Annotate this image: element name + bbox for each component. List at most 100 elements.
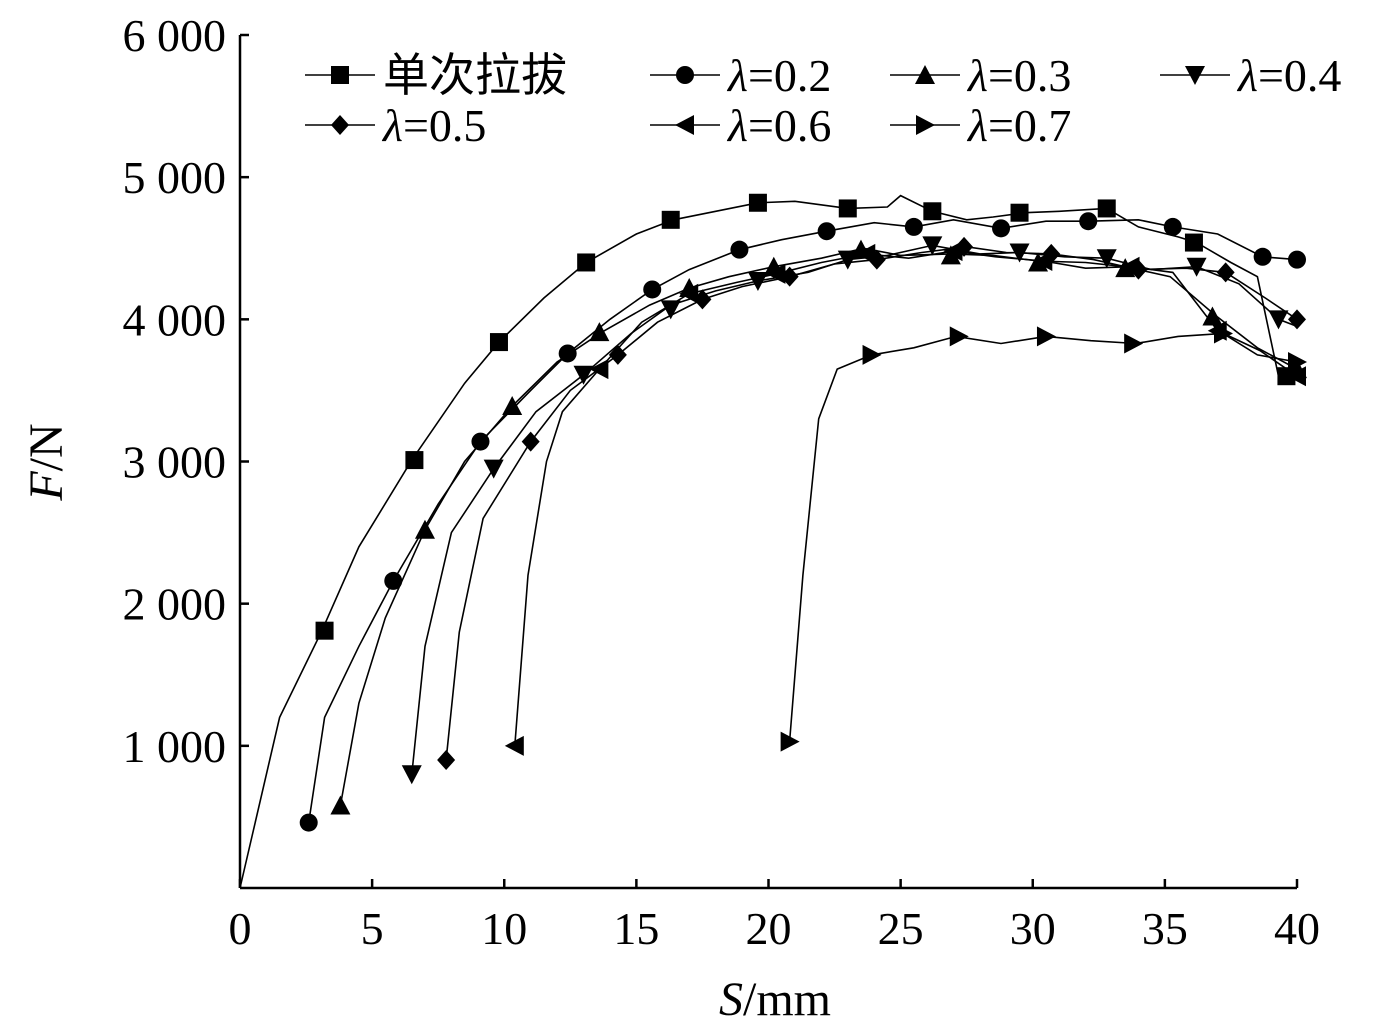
data-point-circle	[1163, 217, 1182, 236]
data-point-diamond	[1288, 309, 1306, 330]
legend-label: 单次拉拔	[383, 50, 567, 101]
data-point-triangle-down	[573, 365, 594, 385]
data-point-triangle-left	[1033, 251, 1053, 272]
x-tick-label: 15	[613, 903, 659, 954]
data-point-triangle-left	[943, 241, 963, 262]
data-point-square	[577, 253, 596, 272]
data-point-square	[923, 202, 942, 221]
series-4	[401, 236, 1298, 785]
series-5	[437, 236, 1306, 771]
series-6	[504, 241, 1306, 756]
y-tick-label: 3 000	[123, 437, 227, 488]
x-tick-label: 0	[229, 903, 252, 954]
data-point-triangle-right	[1124, 333, 1144, 354]
data-point-circle	[730, 240, 749, 259]
legend-item: λ=0.2	[650, 50, 831, 101]
legend-marker-triangle-right	[916, 115, 935, 135]
data-point-square	[748, 193, 767, 212]
legend-label: λ=0.6	[726, 100, 831, 151]
x-axis-title: S/mm	[719, 973, 831, 1026]
series-line	[788, 332, 1298, 742]
data-point-square	[661, 210, 680, 229]
legend-item: λ=0.7	[890, 100, 1071, 151]
data-point-triangle-up	[330, 795, 351, 815]
data-point-square	[489, 333, 508, 352]
data-point-circle	[384, 571, 403, 590]
data-point-triangle-down	[1096, 249, 1117, 269]
x-tick-label: 10	[481, 903, 527, 954]
data-point-circle	[299, 813, 318, 832]
y-tick-label: 4 000	[123, 294, 227, 345]
data-point-circle	[904, 217, 923, 236]
data-point-triangle-right	[780, 731, 800, 752]
series-line	[514, 250, 1298, 746]
data-point-triangle-down	[922, 236, 943, 256]
legend-item: 单次拉拔	[305, 50, 567, 101]
series-line	[445, 245, 1298, 761]
series-1	[239, 193, 1297, 889]
legend-label: λ=0.5	[381, 100, 486, 151]
y-tick-label: 5 000	[123, 152, 227, 203]
y-tick-label: 2 000	[123, 579, 227, 630]
legend-marker-triangle-up	[915, 65, 935, 84]
series-2	[299, 212, 1306, 832]
legend-item: λ=0.3	[890, 50, 1071, 101]
y-tick-label: 1 000	[123, 721, 227, 772]
x-tick-label: 25	[878, 903, 924, 954]
data-point-triangle-right	[862, 344, 882, 365]
series-line	[307, 218, 1298, 823]
legend-marker-triangle-left	[675, 115, 694, 135]
data-point-square	[315, 621, 334, 640]
series-3	[330, 239, 1307, 815]
legend-marker-square	[331, 66, 349, 84]
data-point-circle	[817, 222, 836, 241]
data-point-square	[1184, 233, 1203, 252]
series-line	[411, 244, 1298, 775]
data-point-diamond	[437, 750, 456, 771]
data-point-triangle-up	[589, 322, 610, 342]
y-ticks: 1 000 2 000 3 000 4 000 5 000 6 000	[123, 10, 249, 772]
data-point-triangle-right	[1214, 323, 1234, 344]
series-line	[239, 194, 1297, 889]
legend-item: λ=0.4	[1160, 50, 1341, 101]
x-tick-label: 20	[746, 903, 792, 954]
data-point-triangle-left	[1287, 366, 1306, 387]
data-point-triangle-right	[1036, 326, 1056, 347]
axes	[238, 35, 1297, 890]
series-line	[339, 247, 1298, 806]
data-point-triangle-left	[766, 263, 786, 284]
series-7	[780, 323, 1307, 752]
data-point-triangle-down	[483, 459, 504, 479]
data-point-square	[1010, 203, 1029, 222]
data-point-circle	[1253, 247, 1272, 266]
legend-marker-diamond	[331, 115, 349, 135]
data-point-square	[405, 451, 424, 470]
legend-label: λ=0.7	[966, 100, 1071, 151]
data-point-diamond	[1216, 262, 1235, 283]
data-point-triangle-down	[1268, 310, 1289, 330]
data-point-triangle-left	[589, 359, 609, 380]
y-axis-title: F/N	[20, 423, 73, 501]
data-point-circle	[643, 280, 662, 299]
legend-item: λ=0.5	[305, 100, 486, 151]
legend-marker-triangle-down	[1185, 66, 1205, 85]
x-tick-label: 30	[1010, 903, 1056, 954]
data-point-triangle-left	[679, 283, 699, 304]
legend-item: λ=0.6	[650, 100, 831, 151]
data-point-triangle-up	[414, 519, 435, 539]
legend-label: λ=0.4	[1236, 50, 1341, 101]
data-point-triangle-right	[1288, 351, 1307, 372]
data-point-circle	[992, 219, 1011, 238]
x-tick-label: 35	[1142, 903, 1188, 954]
data-point-triangle-right	[949, 326, 969, 347]
data-point-circle	[1079, 212, 1098, 231]
data-point-triangle-down	[401, 765, 422, 785]
data-point-triangle-up	[1202, 306, 1223, 326]
data-point-triangle-down	[660, 300, 681, 320]
data-point-square	[838, 199, 857, 218]
data-point-triangle-up	[502, 396, 523, 416]
legend: 单次拉拔 λ=0.2 λ=0.3 λ=0.4 λ=0.5 λ=0.6 λ=0.7	[305, 50, 1341, 151]
y-tick-label: 6 000	[123, 10, 227, 61]
legend-label: λ=0.2	[726, 50, 831, 101]
